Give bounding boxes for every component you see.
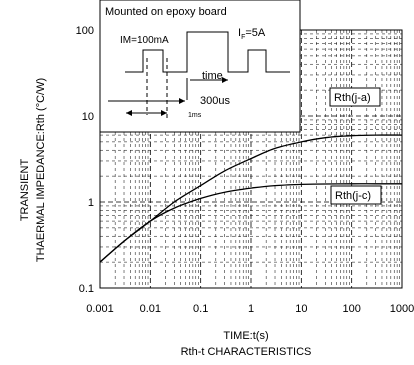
svg-text:Rth(j-c): Rth(j-c) — [335, 190, 371, 202]
x-tick-labels: 0.001 0.01 0.1 1 10 100 1000 — [86, 303, 414, 315]
svg-text:Rth(j-a): Rth(j-a) — [334, 92, 371, 104]
x-axis-label: TIME:t(s) — [223, 330, 268, 342]
x-tick-label: 0.01 — [140, 303, 161, 315]
y-tick-label: 1 — [88, 197, 94, 209]
test-condition-inset: Mounted on epoxy board IM=100mA IF=5A ti… — [99, 0, 301, 133]
pulse-waveform — [125, 31, 290, 73]
x-tick-label: 1000 — [390, 303, 414, 315]
chart-caption: Rth-t CHARACTERISTICS — [181, 346, 312, 358]
series-line-rth-jc — [99, 183, 402, 263]
x-tick-label: 0.001 — [86, 303, 114, 315]
inset-title: Mounted on epoxy board — [105, 6, 227, 18]
y-axis-label-line2: THAERMAL IMPEDANCE:Rth (°C/W) — [35, 78, 47, 262]
im-label: IM=100mA — [120, 35, 169, 46]
x-tick-label: 1 — [248, 303, 254, 315]
series-curves — [99, 134, 403, 263]
x-tick-label: 10 — [295, 303, 307, 315]
series-label-rth-ja: Rth(j-a) — [329, 87, 381, 107]
if-label: IF=5A — [238, 27, 266, 41]
y-tick-label: 100 — [76, 25, 94, 37]
x-tick-label: 0.1 — [193, 303, 208, 315]
time-label: time — [202, 70, 223, 82]
y-tick-label: 0.1 — [79, 283, 94, 295]
y-tick-labels: 0.1 1 10 100 — [76, 25, 94, 295]
pulse-width-label: 300us — [200, 95, 230, 107]
x-tick-label: 100 — [342, 303, 360, 315]
series-label-rth-jc: Rth(j-c) — [330, 185, 382, 205]
period-label: 1ms — [188, 112, 202, 119]
y-axis-label-line1: TRANSIENT — [19, 159, 31, 222]
y-tick-label: 10 — [82, 111, 94, 123]
